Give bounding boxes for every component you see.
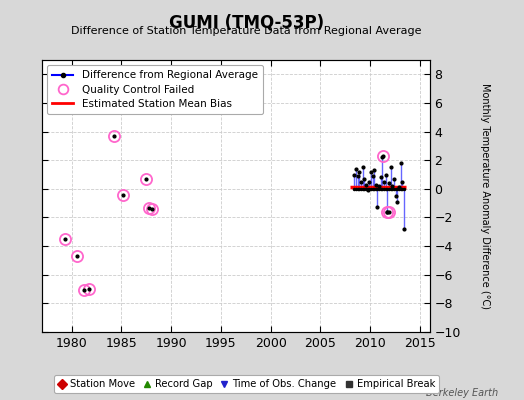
Legend: Station Move, Record Gap, Time of Obs. Change, Empirical Break: Station Move, Record Gap, Time of Obs. C… [53,375,439,393]
Legend: Difference from Regional Average, Quality Control Failed, Estimated Station Mean: Difference from Regional Average, Qualit… [47,65,263,114]
Y-axis label: Monthly Temperature Anomaly Difference (°C): Monthly Temperature Anomaly Difference (… [481,83,490,309]
Text: GUMI (TMQ-53P): GUMI (TMQ-53P) [169,14,324,32]
Text: Difference of Station Temperature Data from Regional Average: Difference of Station Temperature Data f… [71,26,421,36]
Text: Berkeley Earth: Berkeley Earth [425,388,498,398]
